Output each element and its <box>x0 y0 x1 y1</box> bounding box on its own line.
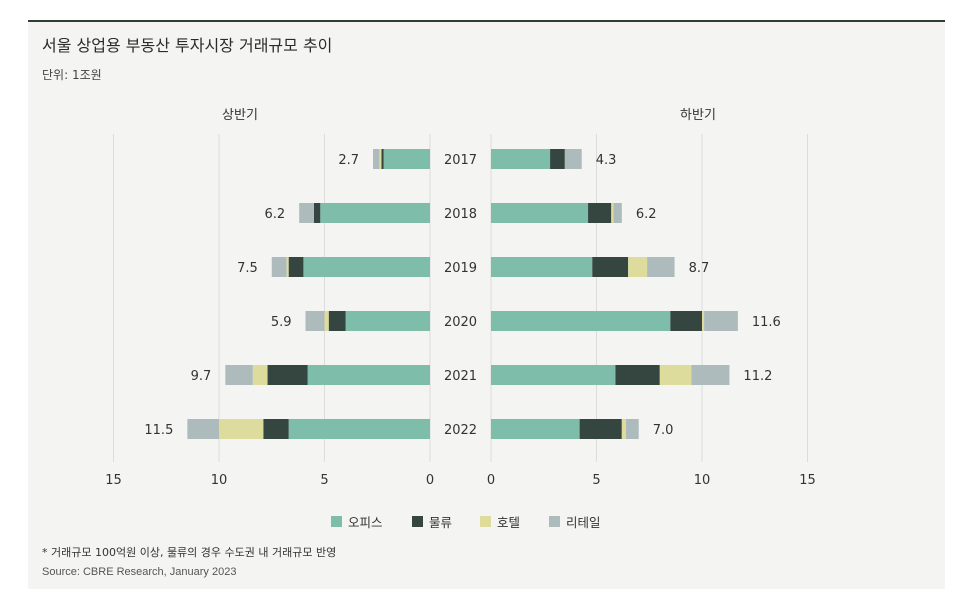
source-note: Source: CBRE Research, January 2023 <box>42 566 237 578</box>
butterfly-chart: 15 10 5 0 상반기 2.7 6.2 7.5 5.9 9.7 11.5 0 5 10 15 하반기 4.3… <box>105 108 816 488</box>
left-bar-2022-logistics <box>263 419 289 439</box>
left-total-label-2019: 7.5 <box>237 261 258 276</box>
left-tick-label-0: 0 <box>426 473 434 488</box>
left-panel-title: 상반기 <box>222 108 258 123</box>
legend-label-retail: 리테일 <box>566 515 601 530</box>
left-bar-2021-hotel <box>252 365 268 385</box>
right-bar-2020-logistics <box>670 311 702 331</box>
right-total-label-2017: 4.3 <box>596 153 617 168</box>
right-bar-2020-office <box>491 311 671 331</box>
left-bar-2021-logistics <box>267 365 308 385</box>
left-total-label-2020: 5.9 <box>271 315 292 330</box>
legend-label-hotel: 호텔 <box>497 515 521 530</box>
year-label-2022: 2022 <box>444 423 477 438</box>
right-bar-2022-retail <box>626 419 639 439</box>
right-tick-label-15: 15 <box>799 473 816 488</box>
left-bar-2020-office <box>345 311 430 331</box>
left-bar-2022-office <box>288 419 430 439</box>
right-bar-2020-retail <box>704 311 738 331</box>
legend-swatch-office <box>331 516 342 527</box>
legend-label-logistics: 물류 <box>429 515 453 530</box>
right-total-label-2022: 7.0 <box>653 423 674 438</box>
right-bar-2017-logistics <box>550 149 565 169</box>
left-bar-2019-logistics <box>288 257 304 277</box>
year-label-2018: 2018 <box>444 207 477 222</box>
left-bar-2021-retail <box>225 365 253 385</box>
left-bar-2020-logistics <box>328 311 346 331</box>
legend-swatch-logistics <box>412 516 423 527</box>
right-bar-2019-office <box>491 257 593 277</box>
right-panel-title: 하반기 <box>680 108 716 123</box>
right-bar-2019-retail <box>647 257 675 277</box>
right-total-label-2020: 11.6 <box>752 315 781 330</box>
chart-title: 서울 상업용 부동산 투자시장 거래규모 추이 <box>42 36 333 55</box>
right-total-label-2019: 8.7 <box>689 261 710 276</box>
footnote: * 거래규모 100억원 이상, 물류의 경우 수도권 내 거래규모 반영 <box>42 546 337 559</box>
right-bar-2022-logistics <box>579 419 622 439</box>
left-tick-label-5: 5 <box>320 473 328 488</box>
year-label-2020: 2020 <box>444 315 477 330</box>
legend-item-office: 오피스 <box>331 512 383 531</box>
right-tick-label-0: 0 <box>487 473 495 488</box>
left-total-label-2021: 9.7 <box>191 369 212 384</box>
left-total-label-2018: 6.2 <box>264 207 285 222</box>
left-bar-2020-hotel <box>324 311 329 331</box>
left-bar-2019-hotel <box>286 257 289 277</box>
right-total-label-2018: 6.2 <box>636 207 657 222</box>
right-bar-2018-office <box>491 203 589 223</box>
year-label-2017: 2017 <box>444 153 477 168</box>
left-total-label-2022: 11.5 <box>144 423 173 438</box>
left-tick-label-10: 10 <box>211 473 228 488</box>
left-bar-2017-office <box>383 149 430 169</box>
left-bar-2019-office <box>303 257 430 277</box>
left-bar-2020-retail <box>305 311 325 331</box>
right-bar-2022-office <box>491 419 580 439</box>
right-tick-label-10: 10 <box>694 473 711 488</box>
legend-swatch-retail <box>549 516 560 527</box>
left-bar-2018-office <box>320 203 430 223</box>
right-bar-2018-logistics <box>588 203 612 223</box>
legend-item-logistics: 물류 <box>412 512 452 531</box>
left-tick-label-15: 15 <box>105 473 122 488</box>
chart-panel: 서울 상업용 부동산 투자시장 거래규모 추이 단위: 1조원 15 10 5 0 상반… <box>28 20 945 589</box>
right-bar-2021-retail <box>691 365 730 385</box>
unit-label: 단위: 1조원 <box>42 68 102 82</box>
right-bar-2020-hotel <box>702 311 705 331</box>
right-bar-2019-logistics <box>592 257 629 277</box>
year-label-2021: 2021 <box>444 369 477 384</box>
left-bar-2021-office <box>307 365 430 385</box>
right-bar-2021-hotel <box>659 365 692 385</box>
left-bar-2022-retail <box>187 419 219 439</box>
year-label-2019: 2019 <box>444 261 477 276</box>
right-bar-2017-office <box>491 149 551 169</box>
right-bar-2021-office <box>491 365 616 385</box>
right-bar-2021-logistics <box>615 365 660 385</box>
left-bar-2017-logistics <box>381 149 384 169</box>
left-total-label-2017: 2.7 <box>338 153 359 168</box>
right-total-label-2021: 11.2 <box>743 369 772 384</box>
right-bar-2019-hotel <box>628 257 648 277</box>
left-bar-2017-retail <box>373 149 380 169</box>
right-bar-2018-hotel <box>611 203 614 223</box>
right-bar-2018-retail <box>613 203 622 223</box>
left-bar-2022-hotel <box>219 419 264 439</box>
legend-item-hotel: 호텔 <box>480 512 520 531</box>
left-bar-2017-hotel <box>379 149 382 169</box>
left-bar-2019-retail <box>271 257 287 277</box>
left-bar-2018-retail <box>299 203 314 223</box>
right-tick-label-5: 5 <box>592 473 600 488</box>
legend-label-office: 오피스 <box>348 515 383 530</box>
legend-swatch-hotel <box>480 516 491 527</box>
right-bar-2022-hotel <box>621 419 627 439</box>
legend-item-retail: 리테일 <box>549 512 601 531</box>
right-bar-2017-retail <box>564 149 582 169</box>
left-bar-2018-logistics <box>313 203 321 223</box>
